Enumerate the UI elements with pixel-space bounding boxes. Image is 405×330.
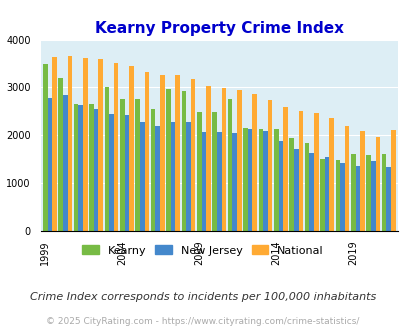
Bar	[129, 66, 133, 231]
Bar	[58, 78, 63, 231]
Bar	[171, 122, 175, 231]
Bar	[375, 137, 379, 231]
Bar	[328, 118, 333, 231]
Text: Crime Index corresponds to incidents per 100,000 inhabitants: Crime Index corresponds to incidents per…	[30, 292, 375, 302]
Bar	[237, 90, 241, 231]
Bar	[185, 122, 190, 231]
Bar	[166, 89, 171, 231]
Bar	[243, 128, 247, 231]
Bar	[175, 76, 179, 231]
Bar	[78, 105, 83, 231]
Title: Kearny Property Crime Index: Kearny Property Crime Index	[94, 21, 343, 36]
Bar	[252, 94, 256, 231]
Bar	[113, 63, 118, 231]
Bar	[262, 131, 267, 231]
Bar	[74, 104, 78, 231]
Legend: Kearny, New Jersey, National: Kearny, New Jersey, National	[78, 241, 327, 260]
Bar	[386, 167, 390, 231]
Bar	[304, 143, 309, 231]
Text: © 2025 CityRating.com - https://www.cityrating.com/crime-statistics/: © 2025 CityRating.com - https://www.city…	[46, 317, 359, 326]
Bar	[273, 129, 278, 231]
Bar	[206, 85, 210, 231]
Bar	[365, 155, 370, 231]
Bar	[355, 166, 359, 231]
Bar	[104, 87, 109, 231]
Bar	[344, 126, 349, 231]
Bar	[181, 91, 185, 231]
Bar	[339, 163, 344, 231]
Bar	[201, 132, 206, 231]
Bar	[298, 112, 303, 231]
Bar	[124, 115, 129, 231]
Bar	[67, 56, 72, 231]
Bar	[212, 112, 216, 231]
Bar	[155, 126, 160, 231]
Bar	[196, 112, 201, 231]
Bar	[359, 130, 364, 231]
Bar	[160, 75, 164, 231]
Bar	[144, 72, 149, 231]
Bar	[335, 160, 339, 231]
Bar	[109, 114, 113, 231]
Bar	[227, 99, 232, 231]
Bar	[370, 161, 375, 231]
Bar	[94, 110, 98, 231]
Bar	[47, 98, 52, 231]
Bar	[293, 149, 298, 231]
Bar	[119, 99, 124, 231]
Bar	[83, 58, 87, 231]
Bar	[258, 129, 262, 231]
Bar	[313, 113, 318, 231]
Bar	[247, 129, 252, 231]
Bar	[282, 107, 287, 231]
Bar	[98, 59, 103, 231]
Bar	[232, 133, 237, 231]
Bar	[63, 95, 67, 231]
Bar	[221, 88, 226, 231]
Bar	[140, 122, 144, 231]
Bar	[52, 57, 57, 231]
Bar	[381, 154, 386, 231]
Bar	[324, 157, 328, 231]
Bar	[216, 132, 221, 231]
Bar	[289, 138, 293, 231]
Bar	[309, 153, 313, 231]
Bar	[89, 104, 94, 231]
Bar	[278, 141, 282, 231]
Bar	[43, 63, 47, 231]
Bar	[267, 100, 272, 231]
Bar	[150, 109, 155, 231]
Bar	[390, 130, 394, 231]
Bar	[135, 99, 140, 231]
Bar	[190, 79, 195, 231]
Bar	[319, 159, 324, 231]
Bar	[350, 154, 355, 231]
